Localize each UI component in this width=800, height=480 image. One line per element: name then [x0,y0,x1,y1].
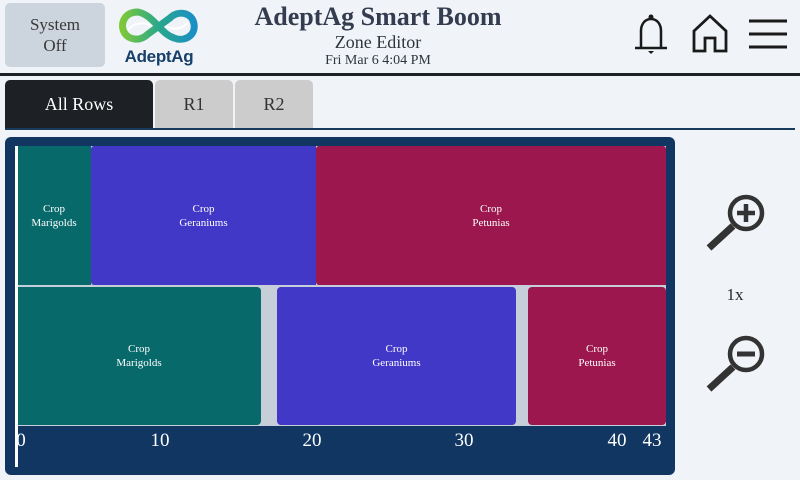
logo-text: AdeptAg [124,47,194,66]
x-tick-43: 43 [642,430,662,451]
zone-type-label: Crop [385,343,408,355]
x-tick-40: 40 [607,430,627,451]
zone-r1-marigolds[interactable]: Crop Marigolds [17,146,91,285]
zoom-in-icon [706,194,765,251]
zone-crop-label: Marigolds [116,357,162,369]
zone-crop-label: Petunias [472,216,510,229]
tab-all-rows[interactable]: All Rows [5,80,153,128]
zoom-level: 1x [726,285,744,304]
tab-r2[interactable]: R2 [235,80,313,128]
zone-type-label: Crop [128,343,150,355]
zone-crop-label: Petunias [578,357,616,369]
system-power-button[interactable]: System Off [5,3,105,67]
zoom-out-button[interactable] [703,333,767,397]
x-tick-20: 20 [302,430,322,451]
zone-r1-petunias[interactable]: Crop Petunias [316,146,666,285]
tab-r1[interactable]: R1 [155,80,233,128]
menu-icon [749,19,787,49]
zone-crop-label: Geraniums [179,216,228,229]
zone-map-panel: Crop Marigolds Crop Geraniums Crop Petun… [5,137,675,475]
zone-crop-label: Marigolds [31,216,77,229]
system-button-line2: Off [43,36,67,55]
zoom-in-button[interactable] [703,192,767,256]
x-tick-10: 10 [150,430,170,451]
zone-r2-geraniums[interactable]: Crop Geraniums [277,287,516,425]
zone-type-label: Crop [480,202,502,215]
zoom-out-icon [706,335,765,392]
page-subtitle: Zone Editor [334,32,422,52]
menu-button[interactable] [747,12,789,54]
adeptag-logo: AdeptAg [114,4,204,68]
notifications-button[interactable] [630,12,672,54]
zone-crop-label: Geraniums [372,357,421,369]
home-button[interactable] [689,12,731,54]
system-button-line1: System [29,15,81,34]
datetime: Fri Mar 6 4:04 PM [325,53,431,68]
zone-type-label: Crop [43,202,65,215]
title-block: AdeptAg Smart Boom Zone Editor Fri Mar 6… [210,2,546,69]
y-axis-line [15,146,18,467]
infinity-leaf-icon [119,8,198,43]
x-tick-0: 0 [16,430,26,451]
home-icon [692,14,728,53]
header-bar: System Off AdeptAg AdeptAg Smart Boom Zo… [0,0,800,73]
zone-r2-petunias[interactable]: Crop Petunias [528,287,666,425]
app-title: AdeptAg Smart Boom [254,2,502,31]
tabs-divider [5,128,795,130]
row-tabs: All Rows R1 R2 [5,80,313,128]
bell-icon [635,14,667,54]
zone-map-plot: Crop Marigolds Crop Geraniums Crop Petun… [17,146,666,426]
zone-type-label: Crop [586,343,608,355]
zone-r2-marigolds[interactable]: Crop Marigolds [17,287,261,425]
x-tick-30: 30 [454,430,474,451]
zone-r1-geraniums[interactable]: Crop Geraniums [91,146,316,285]
zone-type-label: Crop [192,202,215,215]
header-divider [0,73,800,76]
